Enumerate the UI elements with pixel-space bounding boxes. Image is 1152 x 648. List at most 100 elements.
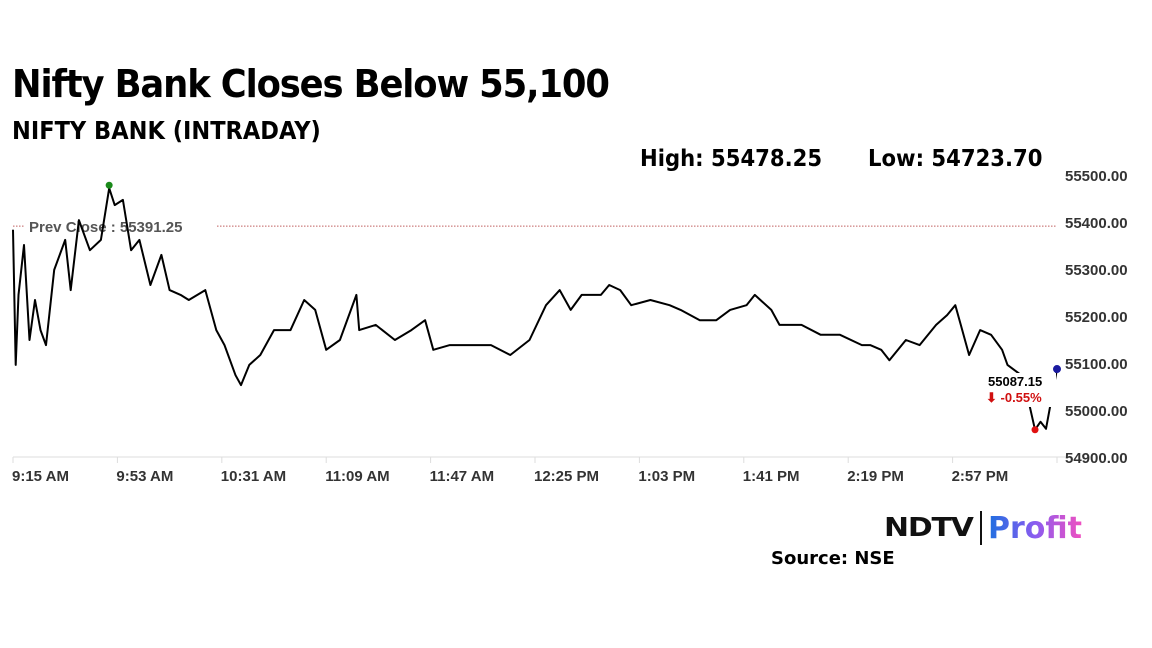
- price-point: [800, 324, 803, 326]
- price-point: [179, 294, 182, 296]
- price-point: [570, 309, 572, 311]
- price-point: [715, 319, 717, 321]
- price-point: [339, 339, 341, 341]
- price-point: [770, 309, 772, 311]
- price-point: [680, 309, 682, 311]
- price-point: [919, 344, 921, 346]
- last-price-marker: [1053, 365, 1061, 374]
- price-point: [410, 329, 412, 331]
- y-tick-label: 55300.00: [1065, 262, 1128, 279]
- price-point: [754, 294, 756, 296]
- price-point: [303, 299, 305, 301]
- price-point: [649, 299, 651, 301]
- price-point: [375, 324, 377, 326]
- price-point: [1006, 364, 1009, 366]
- price-point: [53, 269, 55, 271]
- day-low-marker: [1031, 426, 1039, 434]
- prev-close-label: Prev Close : 55391.25: [29, 219, 182, 236]
- x-tick-label: 9:15 AM: [12, 468, 69, 485]
- x-tick-label: 1:03 PM: [638, 468, 695, 485]
- price-point: [432, 349, 434, 351]
- x-tick-label: 1:41 PM: [743, 468, 800, 485]
- y-tick-label: 55500.00: [1065, 168, 1128, 185]
- low-label: Low: 54723.70: [868, 146, 1043, 172]
- price-point: [600, 294, 602, 296]
- price-point: [699, 319, 701, 321]
- price-point: [45, 344, 47, 346]
- price-point: [630, 304, 632, 306]
- price-point: [608, 284, 610, 286]
- price-point: [39, 329, 42, 331]
- price-point: [122, 199, 124, 201]
- price-point: [545, 304, 547, 306]
- price-point: [1001, 349, 1003, 351]
- change-percent-label: ⬇ -0.55%: [986, 390, 1042, 405]
- price-point: [259, 354, 261, 356]
- price-point: [468, 344, 470, 346]
- x-tick-label: 10:31 AM: [221, 468, 286, 485]
- x-tick-label: 11:09 AM: [325, 468, 389, 485]
- price-point: [880, 349, 882, 351]
- price-point: [509, 354, 511, 356]
- price-point: [861, 344, 863, 346]
- price-point: [160, 254, 162, 256]
- price-point: [138, 239, 140, 241]
- price-point: [248, 364, 250, 366]
- price-point: [820, 334, 822, 336]
- y-tick-label: 55400.00: [1065, 215, 1128, 232]
- x-tick-label: 2:19 PM: [847, 468, 904, 485]
- price-point: [114, 204, 116, 206]
- price-point: [1045, 428, 1047, 430]
- price-point: [223, 344, 226, 346]
- price-point: [78, 219, 80, 221]
- price-point: [935, 324, 937, 326]
- price-point: [169, 289, 171, 291]
- logo-profit: Profit: [988, 510, 1082, 546]
- price-point: [15, 364, 17, 366]
- price-point: [204, 289, 206, 291]
- price-point: [990, 334, 992, 336]
- price-point: [490, 344, 492, 346]
- price-point: [70, 289, 72, 291]
- source-label: Source: NSE: [771, 548, 895, 569]
- price-point: [355, 294, 358, 296]
- price-point: [839, 334, 841, 336]
- price-point: [273, 329, 275, 331]
- price-point: [28, 339, 31, 341]
- price-point: [358, 329, 360, 331]
- price-point: [23, 244, 25, 246]
- price-point: [869, 344, 871, 346]
- price-point: [394, 339, 396, 341]
- y-tick-label: 55100.00: [1065, 356, 1128, 373]
- price-point: [17, 294, 20, 296]
- price-point: [979, 329, 981, 331]
- last-price-label: 55087.15: [988, 374, 1042, 389]
- price-point: [729, 309, 731, 311]
- x-tick-label: 11:47 AM: [430, 468, 494, 485]
- price-point: [968, 354, 970, 356]
- y-tick-label: 55200.00: [1065, 309, 1128, 326]
- day-high-marker: [105, 181, 113, 189]
- price-point: [149, 284, 151, 286]
- price-point: [424, 319, 426, 321]
- x-tick-label: 12:25 PM: [534, 468, 599, 485]
- price-point: [314, 309, 316, 311]
- price-point: [289, 329, 292, 331]
- price-point: [954, 304, 956, 306]
- price-point: [559, 289, 561, 291]
- high-label: High: 55478.25: [640, 146, 823, 172]
- chart-title: Nifty Bank Closes Below 55,100: [12, 62, 610, 106]
- price-point: [581, 294, 583, 296]
- price-point: [234, 374, 237, 376]
- x-tick-label: 9:53 AM: [116, 468, 173, 485]
- price-point: [34, 299, 36, 301]
- price-point: [669, 304, 671, 306]
- price-point: [745, 304, 748, 306]
- price-point: [960, 324, 962, 326]
- price-point: [130, 249, 132, 251]
- price-point: [240, 384, 242, 386]
- ndtv-profit-logo: NDTV Profit: [884, 510, 1082, 546]
- logo-ndtv: NDTV: [884, 513, 974, 543]
- price-point: [89, 249, 91, 251]
- y-tick-label: 54900.00: [1065, 450, 1128, 467]
